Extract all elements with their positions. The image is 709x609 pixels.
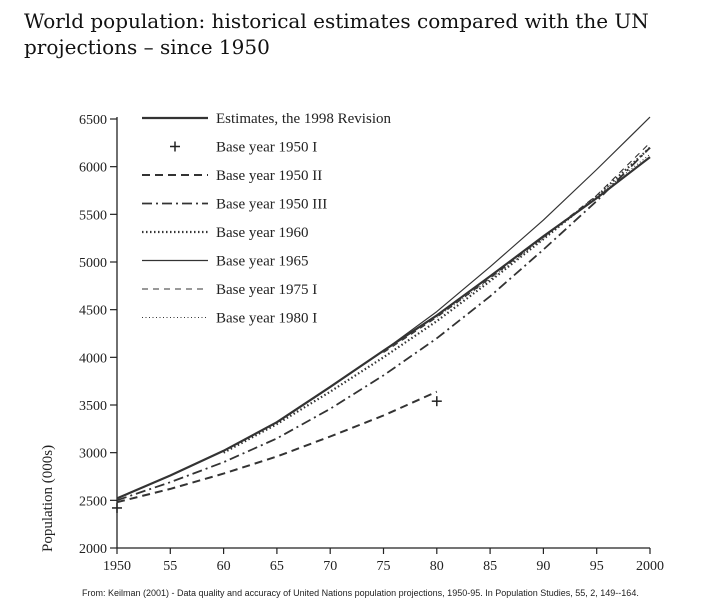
x-tick-label: 85 [483, 559, 497, 574]
series-line-estimates-the-1998-revision [116, 156, 651, 500]
legend-label-base-year-1965: Base year 1965 [216, 254, 308, 270]
chart-series [112, 116, 651, 513]
series-line-base-year-1950-ii [116, 390, 438, 504]
page-title: World population: historical estimates c… [24, 9, 649, 59]
series-line-base-year-1950-iii [116, 146, 651, 502]
y-tick-label: 6000 [79, 161, 107, 176]
chart-axes: 2000 2500 3000 3500 4000 4500 5000 5500 6000 6500… [79, 113, 664, 574]
y-tick-label: 5500 [79, 208, 107, 223]
legend-label-base-year-1950-ii: Base year 1950 II [216, 168, 322, 184]
x-tick-label: 55 [163, 559, 177, 574]
y-tick-label: 3000 [79, 447, 107, 462]
x-tick-label: 90 [536, 559, 550, 574]
chart-legend: Estimates, the 1998 Revision Base year 19… [142, 111, 391, 327]
legend-label-base-year-1975-i: Base year 1975 I [216, 282, 317, 298]
source-note: From: Keilman (2001) - Data quality and … [82, 588, 639, 598]
y-tick-label: 6500 [79, 113, 107, 128]
series-point-base-year-1950-i [112, 502, 122, 513]
series-line-base-year-1960 [223, 146, 651, 454]
y-tick-label: 4000 [79, 351, 107, 366]
y-tick-label: 2000 [79, 542, 107, 557]
y-tick-label: 5000 [79, 256, 107, 271]
x-tick-label: 80 [430, 559, 444, 574]
legend-label-base-year-1960: Base year 1960 [216, 225, 308, 241]
y-tick-label: 4500 [79, 304, 107, 319]
legend-label-base-year-1950-iii: Base year 1950 III [216, 197, 327, 213]
legend-label-base-year-1950-i: Base year 1950 I [216, 140, 317, 156]
y-tick-label: 3500 [79, 399, 107, 414]
x-tick-label: 2000 [636, 559, 664, 574]
x-tick-label: 95 [590, 559, 604, 574]
x-tick-label: 1950 [103, 559, 131, 574]
x-tick-label: 60 [217, 559, 231, 574]
legend-swatch-base-year-1950-i [170, 141, 180, 152]
y-tick-label: 2500 [79, 494, 107, 509]
x-tick-label: 70 [323, 559, 337, 574]
legend-label-base-year-1980-i: Base year 1980 I [216, 311, 317, 327]
x-tick-label: 65 [270, 559, 284, 574]
legend-label-estimates-the-1998-revision: Estimates, the 1998 Revision [216, 111, 391, 127]
series-line-base-year-1975-i [383, 142, 651, 354]
y-axis-label: Population (000s) [40, 445, 56, 552]
series-line-base-year-1965 [276, 116, 651, 423]
series-point-base-year-1950-i [431, 396, 442, 407]
x-tick-label: 75 [377, 559, 391, 574]
